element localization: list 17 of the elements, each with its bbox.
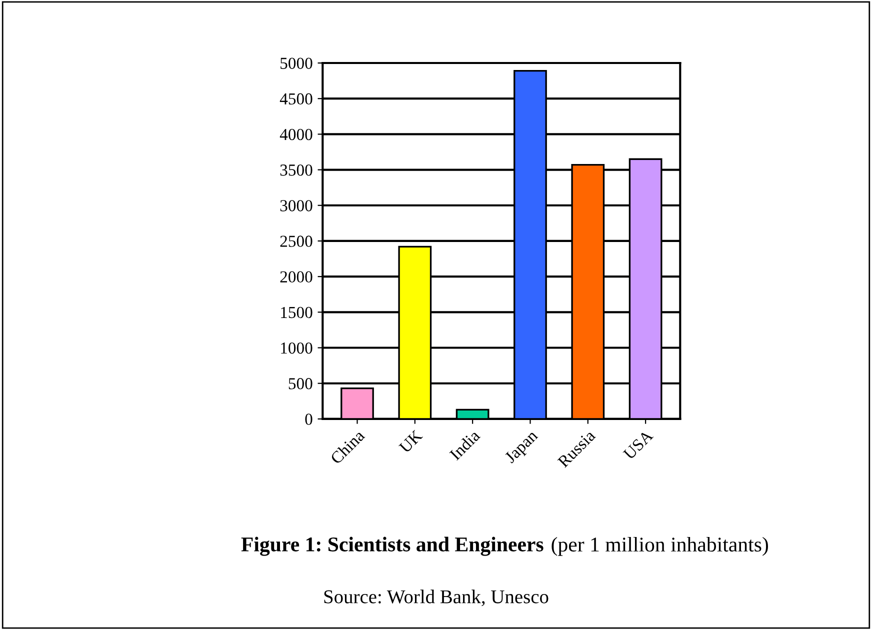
y-tick-label: 1000	[281, 342, 312, 354]
y-tick-label: 4500	[280, 93, 312, 105]
y-tick-label: 5000	[280, 58, 312, 69]
text: Figure 1: Scientists and Engineers	[241, 536, 544, 556]
text: (per 1 million inhabitants)	[552, 536, 768, 556]
y-tick-label: 1500	[281, 306, 312, 318]
x-tick-label: India	[448, 428, 481, 461]
y-tick-label: 2000	[280, 271, 312, 283]
x-tick-label: UK	[398, 429, 424, 454]
y-tick-label: 500	[288, 378, 312, 390]
x-tick-label: USA	[622, 429, 654, 460]
y-tick-label: 3500	[280, 164, 312, 176]
y-tick-label: 4000	[280, 128, 312, 140]
y-tick-label: 3000	[280, 200, 312, 212]
y-tick-label: 0	[305, 414, 312, 425]
source-note: Source: World Bank, Unesco	[324, 590, 548, 606]
y-tick-label: 2500	[280, 236, 312, 247]
